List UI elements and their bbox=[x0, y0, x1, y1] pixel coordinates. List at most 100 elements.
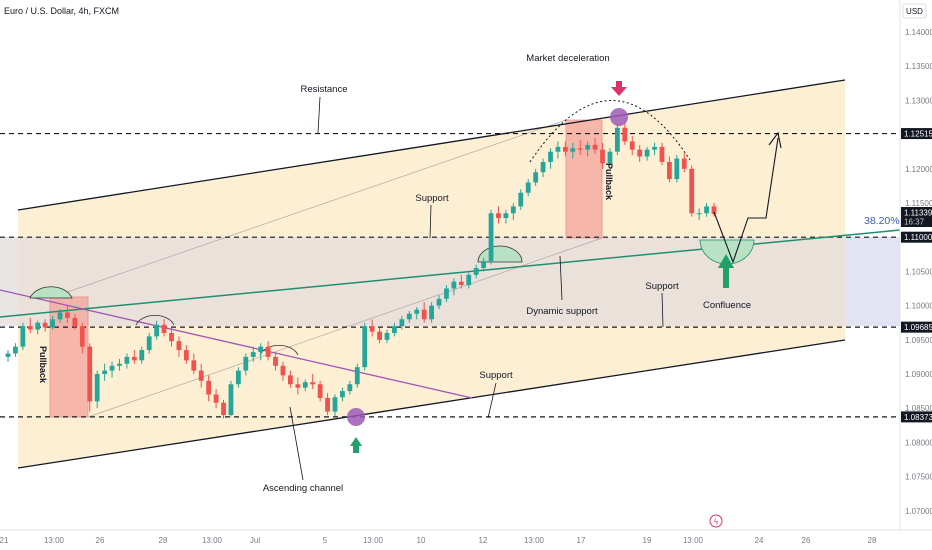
y-tick-label: 1.11500 bbox=[905, 199, 932, 208]
candle-body bbox=[87, 346, 93, 402]
candle-body bbox=[161, 324, 167, 333]
candle-body bbox=[659, 146, 665, 162]
candle-body bbox=[600, 149, 605, 164]
candle-body bbox=[79, 326, 85, 347]
candle-body bbox=[131, 356, 137, 361]
candle-body bbox=[198, 370, 204, 381]
candle-body bbox=[503, 213, 509, 219]
label-support-mid: Support bbox=[645, 281, 679, 292]
candle-body bbox=[146, 336, 152, 351]
price-tag: 1.08373 bbox=[904, 413, 932, 422]
candle-body bbox=[50, 319, 55, 328]
lightning-glyph: ϟ bbox=[713, 518, 718, 527]
price-tag: 1.11339 bbox=[904, 209, 932, 218]
arrow-up-green-confluence bbox=[718, 254, 734, 288]
candle-body bbox=[206, 380, 212, 395]
y-tick-label: 1.07500 bbox=[905, 473, 932, 482]
y-tick-label: 1.08500 bbox=[905, 404, 932, 413]
currency-label: USD bbox=[906, 7, 923, 16]
x-tick-label: 13:00 bbox=[683, 536, 704, 545]
descending-trendline bbox=[0, 289, 473, 399]
lightning-icon[interactable] bbox=[709, 514, 723, 528]
candle-body bbox=[288, 375, 293, 385]
candle-body bbox=[488, 213, 494, 262]
diagonal-guide-1 bbox=[49, 119, 567, 299]
candle-body bbox=[169, 332, 174, 342]
candle-body bbox=[325, 397, 330, 412]
y-tick-label: 1.08000 bbox=[905, 438, 932, 447]
x-tick-label: 5 bbox=[323, 536, 328, 545]
x-tick-label: 13:00 bbox=[363, 536, 384, 545]
candle-body bbox=[362, 326, 368, 368]
candle-body bbox=[637, 149, 643, 157]
candle-body bbox=[384, 332, 390, 340]
candle-body bbox=[265, 346, 271, 357]
candle-body bbox=[235, 370, 241, 385]
arc-rejection-2 bbox=[135, 314, 175, 326]
candle-body bbox=[540, 161, 546, 173]
candle-body bbox=[176, 341, 182, 351]
candle-body bbox=[124, 356, 130, 364]
arrow-down-pink bbox=[611, 81, 627, 96]
candle-body bbox=[614, 127, 620, 152]
candle-body bbox=[622, 127, 628, 142]
channel-support-line bbox=[17, 339, 846, 469]
label-pullback-right: Pullback bbox=[604, 163, 614, 201]
candle-body bbox=[310, 382, 316, 385]
candle-body bbox=[191, 360, 197, 371]
label-resistance: Resistance bbox=[301, 84, 348, 95]
candle-body bbox=[473, 267, 479, 275]
candle-body bbox=[243, 356, 249, 371]
candle-body bbox=[5, 353, 11, 357]
candle-body bbox=[533, 172, 539, 183]
candle-body bbox=[295, 384, 301, 388]
candle-body bbox=[317, 384, 323, 398]
candle-body bbox=[65, 312, 70, 318]
candle-body bbox=[481, 261, 487, 268]
candle-body bbox=[72, 317, 78, 327]
candle-body bbox=[13, 346, 18, 354]
candle-body bbox=[421, 309, 427, 320]
candle-body bbox=[213, 394, 219, 403]
candle-body bbox=[347, 384, 353, 392]
label-dynamic-support: Dynamic support bbox=[526, 306, 598, 317]
currency-button[interactable] bbox=[902, 3, 927, 19]
x-tick-label: 13:00 bbox=[202, 536, 223, 545]
y-tick-label: 1.09000 bbox=[905, 370, 932, 379]
label-ascending-channel: Ascending channel bbox=[263, 483, 343, 494]
candle-body bbox=[250, 352, 256, 357]
price-tag-bg bbox=[901, 411, 932, 423]
range-zone-right bbox=[845, 237, 900, 326]
label-support-bottom: Support bbox=[479, 370, 513, 381]
x-tick-label: 12 bbox=[479, 536, 488, 545]
pointer-asc-channel bbox=[289, 406, 304, 481]
y-tick-label: 1.13500 bbox=[905, 62, 932, 71]
x-tick-label: 17 bbox=[577, 536, 586, 545]
label-pullback-left: Pullback bbox=[38, 346, 48, 384]
x-tick-label: 26 bbox=[96, 536, 105, 545]
arc-rejection-1 bbox=[29, 286, 73, 299]
candle-body bbox=[466, 274, 472, 286]
candles bbox=[5, 122, 717, 419]
arrow-up-green-bottom bbox=[350, 437, 362, 453]
candle-body bbox=[27, 326, 33, 330]
candle-body bbox=[681, 158, 687, 169]
price-tag-bg bbox=[901, 207, 932, 228]
candle-body bbox=[369, 326, 375, 332]
candle-body bbox=[496, 213, 501, 219]
candle-body bbox=[117, 363, 122, 366]
top-marker bbox=[610, 108, 628, 126]
x-tick-label: 10 bbox=[417, 536, 426, 545]
candle-body bbox=[674, 158, 680, 180]
x-tick-label: 13:00 bbox=[524, 536, 545, 545]
candle-body bbox=[704, 206, 709, 214]
candle-body bbox=[42, 322, 48, 328]
candle-body bbox=[354, 367, 360, 385]
price-tag-bg bbox=[901, 128, 932, 140]
candle-body bbox=[585, 144, 591, 150]
candle-body bbox=[154, 324, 160, 337]
candle-body bbox=[444, 288, 449, 299]
candle-body bbox=[139, 350, 145, 361]
